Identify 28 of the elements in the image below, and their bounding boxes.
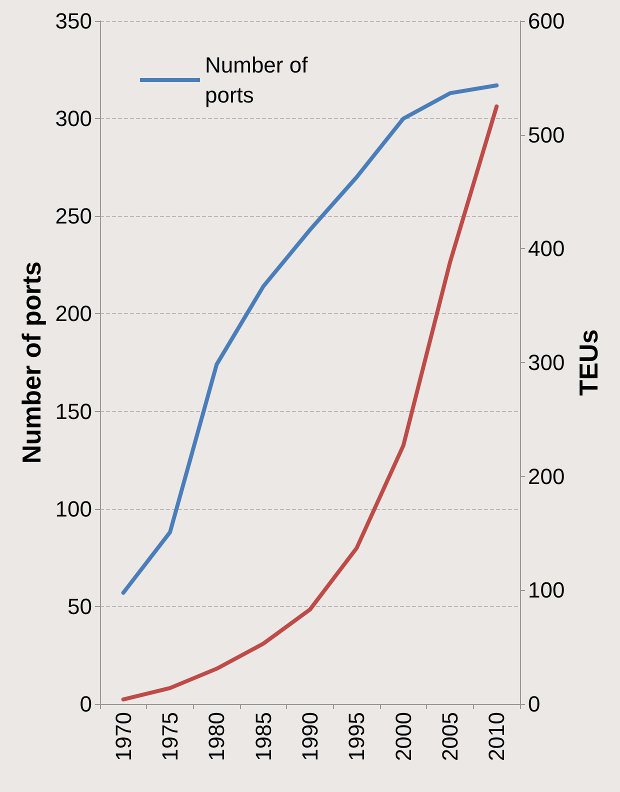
x-tick-label: 1970 <box>110 712 136 761</box>
y-axis-title: Number of ports <box>16 261 46 464</box>
y2-tick-label: 0 <box>528 692 540 716</box>
y-tick-label: 100 <box>55 496 92 522</box>
x-tick-label: 1980 <box>204 712 230 761</box>
y2-tick-label: 100 <box>528 578 565 603</box>
legend-label: Number of ports <box>205 52 314 108</box>
y-tick-label: 200 <box>55 301 92 326</box>
y2-tick-label: 500 <box>528 122 565 148</box>
y2-tick-label: 600 <box>528 8 565 34</box>
y-tick-label: 150 <box>55 398 92 424</box>
x-tick-label: 1995 <box>344 712 370 761</box>
x-tick-label: 2010 <box>484 712 510 761</box>
x-tick-label: 1975 <box>158 712 182 761</box>
y2-tick-label: 400 <box>528 236 565 262</box>
y-tick-label: 50 <box>68 594 92 619</box>
y-tick-label: 0 <box>80 692 92 716</box>
x-tick-label: 2000 <box>390 712 416 761</box>
y-tick-label: 350 <box>55 8 92 34</box>
y-tick-label: 300 <box>55 106 92 132</box>
x-tick-label: 1990 <box>298 712 322 761</box>
x-tick-label: 2005 <box>438 712 462 761</box>
x-tick-label: 1985 <box>250 712 276 761</box>
y2-tick-label: 300 <box>528 350 565 375</box>
y2-axis-title: TEUs <box>574 329 604 396</box>
line-series <box>121 83 499 595</box>
y-tick-label: 250 <box>55 204 92 229</box>
y2-tick-label: 200 <box>528 464 565 489</box>
